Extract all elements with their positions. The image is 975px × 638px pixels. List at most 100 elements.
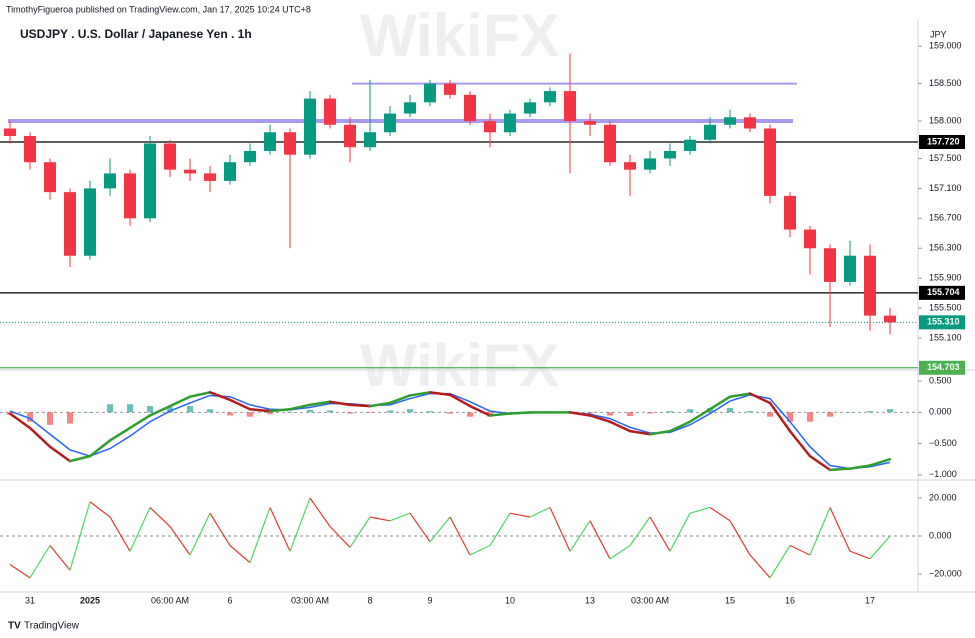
oscillator-line: [769, 545, 791, 579]
macd-line: [188, 391, 212, 398]
candle-body: [4, 128, 16, 136]
macd-line: [348, 403, 372, 408]
histogram-bar: [867, 411, 873, 413]
histogram-bar: [747, 411, 753, 413]
histogram-bar: [827, 412, 833, 417]
macd-line: [668, 420, 692, 433]
histogram-bar: [307, 409, 313, 413]
macd-line: [128, 414, 152, 430]
candle-body: [64, 192, 76, 256]
candle-body: [264, 132, 276, 151]
x-tick-label: 2025: [80, 595, 100, 605]
x-tick-label: 17: [865, 595, 875, 605]
macd-line: [448, 393, 472, 408]
y-tick-label: 155.900: [929, 273, 962, 283]
candle-body: [184, 169, 196, 174]
histogram-bar: [27, 412, 33, 422]
oscillator-line: [109, 516, 131, 552]
candle-body: [444, 83, 456, 95]
x-tick-label: 10: [505, 595, 515, 605]
macd-line: [748, 392, 772, 405]
price-tag: [919, 360, 965, 375]
candle-body: [304, 98, 316, 155]
histogram-bar: [367, 412, 373, 413]
macd-line: [848, 464, 872, 470]
oscillator-line: [409, 512, 431, 543]
oscillator-line: [629, 516, 651, 546]
x-tick-label: 03:00 AM: [631, 595, 669, 605]
histogram-bar: [687, 409, 693, 413]
y-tick-label: 156.700: [929, 213, 962, 223]
candle-body: [584, 121, 596, 125]
histogram-bar: [127, 404, 133, 413]
currency: JPY: [930, 29, 947, 39]
candle-body: [764, 128, 776, 196]
oscillator-line: [609, 545, 631, 560]
macd-line: [688, 407, 712, 423]
y-tick-label: 155.500: [929, 303, 962, 313]
histogram-bar: [287, 411, 293, 413]
candle-body: [644, 158, 656, 170]
candle-body: [604, 124, 616, 163]
oscillator-line: [269, 507, 291, 552]
histogram-bar: [167, 407, 173, 413]
histogram-bar: [627, 412, 633, 417]
candle-body: [804, 229, 816, 249]
oscillator-line: [509, 512, 531, 518]
macd-line: [728, 392, 752, 398]
candle-body: [484, 121, 496, 133]
histogram-bar: [467, 412, 473, 417]
candle-body: [324, 98, 336, 125]
macd-line: [648, 429, 672, 436]
y-tick-label: −0.500: [929, 438, 957, 448]
candle-body: [544, 91, 556, 103]
macd-line: [148, 404, 172, 417]
oscillator-line: [429, 516, 451, 543]
x-tick-label: 9: [427, 595, 432, 605]
macd-line: [368, 401, 392, 408]
oscillator-line: [529, 506, 551, 518]
macd-line: [328, 400, 352, 407]
oscillator-line: [489, 512, 511, 546]
y-tick-label: −1.000: [929, 469, 957, 479]
oscillator-line: [789, 544, 811, 556]
oscillator-line: [49, 545, 71, 571]
price-tag-label: 155.704: [927, 287, 960, 297]
oscillator-line: [749, 554, 771, 579]
oscillator-line: [149, 507, 171, 527]
macd-line: [288, 403, 312, 411]
y-tick-label: 0.500: [929, 375, 952, 385]
macd-line: [88, 439, 112, 458]
y-tick-label: 157.500: [929, 153, 962, 163]
macd-line: [588, 414, 612, 423]
footer: TradingView: [24, 621, 80, 632]
oscillator-line: [129, 507, 151, 552]
histogram-bar: [387, 410, 393, 413]
histogram-bar: [327, 410, 333, 413]
price-tag-label: 155.310: [927, 317, 960, 327]
macd-line: [308, 400, 332, 407]
histogram-bar: [267, 412, 273, 415]
macd-line: [808, 454, 832, 472]
histogram-bar: [607, 412, 613, 416]
candle-body: [144, 143, 156, 219]
x-tick-label: 6: [227, 595, 232, 605]
oscillator-line: [849, 550, 871, 560]
oscillator-line: [69, 501, 91, 571]
y-tick-label: −20.000: [929, 568, 962, 578]
candle-body: [744, 117, 756, 129]
macd-line: [108, 426, 132, 442]
candle-body: [844, 255, 856, 282]
x-tick-label: 16: [785, 595, 795, 605]
candle-body: [864, 255, 876, 316]
macd-line: [508, 411, 532, 415]
price-tag: [919, 315, 965, 330]
histogram-bar: [207, 409, 213, 413]
y-tick-label: 158.000: [929, 115, 962, 125]
macd-line: [28, 426, 52, 448]
oscillator-line: [729, 520, 751, 556]
x-tick-label: 06:00 AM: [151, 595, 189, 605]
